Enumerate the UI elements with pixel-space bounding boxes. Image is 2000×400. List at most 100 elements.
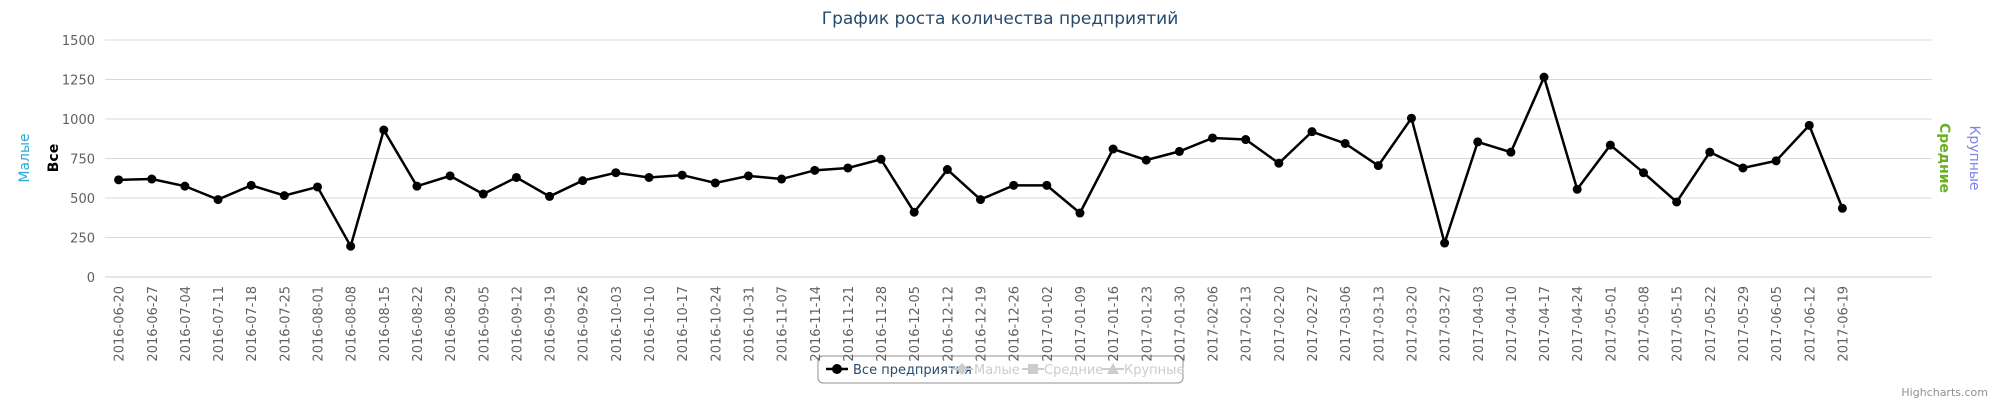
- credits[interactable]: Highcharts.com: [1901, 386, 1988, 399]
- y-axis-title: Средние: [1936, 123, 1952, 193]
- x-tick-label: 2016-08-29: [444, 286, 459, 362]
- data-point: [346, 241, 356, 251]
- data-point: [147, 174, 157, 184]
- data-point: [578, 176, 588, 186]
- x-tick-label: 2016-10-10: [643, 286, 658, 362]
- y-tick-label: 750: [70, 153, 95, 168]
- data-point: [1307, 127, 1317, 137]
- y-tick-label: 250: [70, 232, 95, 247]
- x-tick-label: 2017-03-20: [1405, 286, 1420, 362]
- y-tick-label: 1000: [62, 113, 95, 128]
- x-tick-label: 2016-08-08: [345, 286, 360, 362]
- data-point: [1804, 120, 1814, 130]
- x-tick-label: 2016-06-27: [146, 286, 161, 362]
- data-point: [1208, 133, 1218, 143]
- x-tick-label: 2016-10-24: [709, 286, 724, 362]
- data-point: [1406, 113, 1416, 123]
- x-tick-label: 2017-03-27: [1439, 286, 1454, 362]
- data-point: [1605, 140, 1615, 150]
- data-point: [976, 195, 985, 205]
- x-tick-label: 2016-07-04: [179, 286, 194, 362]
- x-tick-label: 2017-04-03: [1472, 286, 1487, 362]
- x-tick-label: 2017-02-20: [1273, 286, 1288, 362]
- data-point: [843, 163, 853, 173]
- x-tick-label: 2016-10-03: [610, 286, 625, 362]
- x-tick-label: 2017-03-06: [1339, 286, 1354, 362]
- x-tick-label: 2016-09-05: [477, 286, 492, 362]
- x-tick-label: 2017-06-19: [1836, 286, 1851, 362]
- x-tick-label: 2017-04-24: [1571, 286, 1586, 362]
- x-tick-label: 2016-12-19: [975, 286, 990, 362]
- x-tick-label: 2016-11-14: [809, 286, 824, 362]
- x-tick-label: 2016-08-01: [312, 286, 327, 362]
- data-point: [1075, 208, 1085, 218]
- x-tick-label: 2016-12-05: [908, 286, 923, 362]
- data-point: [213, 195, 223, 205]
- x-tick-label: 2016-09-12: [510, 286, 525, 362]
- legend-symbol: [956, 363, 968, 375]
- data-point: [511, 172, 521, 182]
- x-tick-label: 2017-01-09: [1074, 286, 1089, 362]
- data-point: [1639, 168, 1648, 178]
- data-point: [545, 191, 555, 201]
- legend-label[interactable]: Крупные: [1124, 363, 1184, 378]
- data-point: [611, 168, 621, 178]
- data-point: [1440, 238, 1450, 248]
- data-point: [478, 189, 488, 199]
- x-tick-label: 2017-02-06: [1207, 286, 1222, 362]
- data-point: [1539, 72, 1549, 82]
- x-tick-label: 2016-06-20: [113, 286, 128, 362]
- legend-label[interactable]: Малые: [974, 363, 1020, 378]
- x-tick-label: 2017-04-10: [1505, 286, 1520, 362]
- x-tick-label: 2017-03-13: [1372, 286, 1387, 362]
- x-tick-label: 2017-05-01: [1604, 286, 1619, 362]
- legend-symbol: [1107, 363, 1119, 374]
- data-point: [246, 180, 256, 190]
- data-point: [379, 125, 389, 135]
- data-point: [1473, 137, 1483, 147]
- data-point: [1672, 197, 1682, 207]
- x-tick-label: 2016-11-28: [875, 286, 890, 362]
- data-point: [1042, 180, 1052, 190]
- y-tick-label: 500: [70, 192, 95, 207]
- data-point: [1274, 158, 1284, 168]
- x-tick-label: 2016-07-25: [278, 286, 293, 362]
- legend-symbol: [1028, 364, 1038, 374]
- data-point: [644, 172, 654, 182]
- x-tick-label: 2017-06-12: [1803, 286, 1818, 362]
- x-tick-label: 2016-07-11: [212, 286, 227, 362]
- x-tick-label: 2016-11-21: [842, 286, 857, 362]
- y-axis-title: Малые: [17, 133, 33, 182]
- data-point: [313, 182, 322, 192]
- data-point: [710, 178, 720, 188]
- x-tick-label: 2016-08-15: [378, 286, 393, 362]
- x-tick-label: 2016-09-26: [577, 286, 592, 362]
- y-tick-label: 0: [87, 271, 95, 286]
- y-tick-label: 1500: [62, 34, 95, 49]
- data-point: [1572, 184, 1582, 194]
- data-point: [1506, 147, 1516, 157]
- data-point: [1141, 155, 1151, 165]
- data-point: [180, 181, 190, 191]
- x-tick-label: 2016-11-07: [776, 286, 791, 362]
- legend-label[interactable]: Средние: [1044, 363, 1103, 378]
- legend-box: [817, 355, 1184, 384]
- legend-symbol: [832, 364, 842, 374]
- data-point: [1705, 147, 1715, 157]
- data-point: [743, 171, 753, 181]
- data-point: [876, 154, 886, 164]
- data-point: [445, 171, 455, 181]
- legend-label[interactable]: Все предприятия: [853, 363, 972, 378]
- x-tick-label: 2016-10-31: [742, 286, 757, 362]
- x-tick-label: 2017-02-13: [1240, 286, 1255, 362]
- data-point: [1174, 146, 1184, 156]
- x-tick-label: 2016-07-18: [245, 286, 260, 362]
- series-line: [118, 73, 1844, 250]
- data-point: [1738, 163, 1748, 173]
- x-tick-label: 2016-08-22: [411, 286, 426, 362]
- data-point: [1373, 161, 1383, 171]
- x-tick-label: 2017-02-27: [1306, 286, 1321, 362]
- x-tick-label: 2017-01-30: [1173, 286, 1188, 362]
- y-tick-label: 1250: [62, 74, 95, 89]
- data-point: [114, 175, 124, 185]
